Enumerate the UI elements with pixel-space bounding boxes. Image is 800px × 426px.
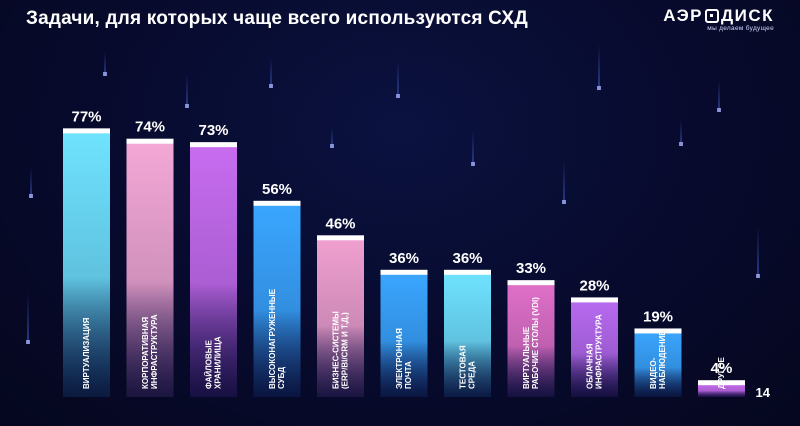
page-number: 14	[755, 385, 770, 400]
bar-cap-1	[126, 138, 174, 144]
bar-cap-0	[63, 128, 110, 134]
category-label-8: ОБЛАЧНАЯИНФРАСТРУКТУРА	[586, 314, 604, 389]
bar-cap-3	[253, 200, 301, 206]
streak-decoration	[103, 52, 107, 76]
category-label-line: ТЕСТОВАЯ	[459, 345, 468, 389]
streak-tip	[103, 72, 107, 76]
bar-1	[126, 141, 174, 397]
streak-tip	[756, 274, 760, 278]
category-label-7: ВИРТУАЛЬНЫЕРАБОЧИЕ СТОЛЫ (VDI)	[522, 297, 540, 389]
streak-decoration	[471, 130, 475, 166]
logo-tagline: мы делаем будущее	[707, 25, 774, 32]
category-label-line: ВЫСОКОНАГРУЖЕННЫЕ	[268, 288, 277, 389]
logo-wordmark: АЭР ДИСК	[663, 6, 774, 26]
streak-tip	[562, 200, 566, 204]
streak-tip	[185, 104, 189, 108]
category-label-10: ДРУГОЕ	[717, 356, 726, 389]
category-label-line: ИНФРАСТРУКТУРА	[150, 314, 159, 389]
aerodisk-logo: АЭР ДИСК мы делаем будущее	[663, 6, 774, 32]
bar-cap-5	[380, 269, 428, 275]
value-label-8: 28%	[579, 277, 609, 294]
streak-tip	[269, 84, 273, 88]
category-label-0: ВИРТУАЛИЗАЦИЯ	[82, 317, 91, 389]
bar-2	[190, 145, 237, 397]
value-label-2: 73%	[198, 122, 228, 139]
value-label-1: 74%	[135, 119, 165, 136]
value-label-7: 33%	[516, 260, 546, 277]
category-label-line: СУБД	[277, 367, 286, 389]
category-label-line: ВИРТУАЛИЗАЦИЯ	[82, 317, 91, 389]
bar-3	[253, 203, 301, 397]
category-label-5: ЭЛЕКТРОННАЯПОЧТА	[395, 328, 413, 389]
streak-tip	[29, 194, 33, 198]
category-label-line: ПОЧТА	[404, 361, 413, 389]
category-label-line: ОБЛАЧНАЯ	[586, 343, 595, 389]
category-label-line: РАБОЧИЕ СТОЛЫ (VDI)	[531, 297, 540, 389]
category-label-line: НАБЛЮДЕНИЕ	[658, 330, 667, 389]
value-label-9: 19%	[643, 308, 673, 325]
category-label-6: ТЕСТОВАЯСРЕДА	[459, 345, 477, 389]
streak-decoration	[756, 226, 760, 278]
category-label-1: КОРПОРАТИВНАЯИНФРАСТРУКТУРА	[141, 314, 159, 389]
category-label-line: ХРАНИЛИЩА	[214, 336, 223, 389]
bar-cap-6	[444, 269, 491, 275]
value-label-0: 77%	[71, 108, 101, 125]
category-label-line: КОРПОРАТИВНАЯ	[141, 317, 150, 389]
value-label-4: 46%	[325, 215, 355, 232]
streak-decoration	[679, 120, 683, 146]
bar-0	[63, 131, 110, 397]
streak-tip	[597, 86, 601, 90]
streak-decoration	[597, 44, 601, 90]
streak-decoration	[396, 60, 400, 98]
category-label-9: ВИДЕО-НАБЛЮДЕНИЕ	[649, 330, 667, 389]
bar-cap-4	[317, 235, 364, 241]
bar-cap-7	[507, 280, 555, 286]
streak-tip	[330, 144, 334, 148]
category-label-line: (ERP/BI/CRM И Т.Д.)	[341, 312, 350, 389]
logo-word-left: АЭР	[663, 6, 704, 25]
streak-tip	[679, 142, 683, 146]
streak-tip	[471, 162, 475, 166]
bar-6	[444, 272, 491, 397]
logo-word-right: ДИСК	[721, 6, 774, 25]
bar-cap-2	[190, 142, 237, 148]
category-label-line: СРЕДА	[468, 361, 477, 389]
bar-8	[571, 300, 618, 397]
bar-cap-10	[698, 380, 745, 386]
value-label-10: 4%	[711, 360, 733, 377]
bar-7	[507, 283, 555, 397]
streak-decoration	[26, 292, 30, 344]
bar-10	[698, 383, 745, 397]
bar-9	[634, 331, 682, 397]
streak-tip	[26, 340, 30, 344]
category-label-4: БИЗНЕС-СИСТЕМЫ(ERP/BI/CRM И Т.Д.)	[332, 311, 350, 389]
page-title: Задачи, для которых чаще всего использую…	[26, 8, 528, 29]
bar-5	[380, 272, 428, 397]
streak-tip	[396, 94, 400, 98]
streak-decoration	[269, 58, 273, 88]
category-label-line: ВИРТУАЛЬНЫЕ	[522, 326, 531, 389]
value-label-5: 36%	[389, 250, 419, 267]
value-label-3: 56%	[262, 181, 292, 198]
streak-decoration	[562, 160, 566, 204]
logo-o-mark-icon	[705, 9, 720, 23]
streak-tip	[717, 108, 721, 112]
streak-decoration	[185, 74, 189, 108]
category-label-line: ДРУГОЕ	[717, 356, 726, 389]
streak-decoration	[330, 128, 334, 148]
value-label-6: 36%	[452, 250, 482, 267]
category-label-line: ЭЛЕКТРОННАЯ	[395, 328, 404, 389]
streak-decoration	[717, 80, 721, 112]
category-label-line: ФАЙЛОВЫЕ	[205, 339, 214, 389]
category-label-line: ВИДЕО-	[649, 357, 658, 389]
bar-cap-8	[571, 297, 618, 303]
category-label-3: ВЫСОКОНАГРУЖЕННЫЕСУБД	[268, 288, 286, 389]
streak-decoration	[29, 168, 33, 198]
bar-cap-9	[634, 328, 682, 334]
category-label-2: ФАЙЛОВЫЕХРАНИЛИЩА	[205, 336, 223, 389]
bar-4	[317, 238, 364, 397]
category-label-line: ИНФРАСТРУКТУРА	[595, 314, 604, 389]
category-label-line: БИЗНЕС-СИСТЕМЫ	[332, 311, 341, 389]
